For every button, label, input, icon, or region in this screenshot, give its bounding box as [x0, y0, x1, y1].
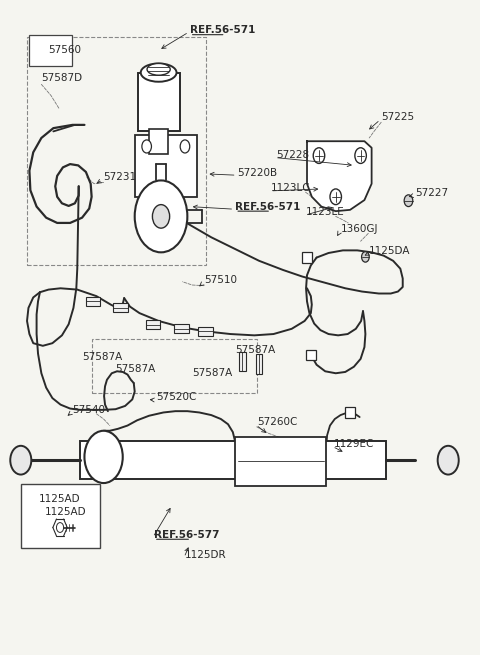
- Text: 1129EC: 1129EC: [333, 439, 374, 449]
- Circle shape: [330, 189, 341, 204]
- Text: 57228: 57228: [276, 150, 309, 160]
- Bar: [345, 407, 355, 418]
- Text: 57540: 57540: [72, 405, 106, 415]
- Bar: [239, 352, 246, 371]
- Bar: [80, 441, 386, 479]
- Text: 1125DR: 1125DR: [185, 550, 227, 560]
- Circle shape: [180, 140, 190, 153]
- Circle shape: [313, 148, 324, 164]
- Text: 1123LE: 1123LE: [306, 208, 345, 217]
- Bar: [235, 437, 326, 485]
- Circle shape: [361, 252, 369, 262]
- Bar: [174, 324, 189, 333]
- Bar: [86, 297, 100, 306]
- Text: 57587D: 57587D: [41, 73, 83, 83]
- Bar: [149, 130, 168, 155]
- Text: 57231: 57231: [104, 172, 137, 182]
- Text: 57510: 57510: [204, 276, 237, 286]
- Text: 1360GJ: 1360GJ: [340, 225, 378, 234]
- Bar: [29, 35, 72, 66]
- Text: REF.56-571: REF.56-571: [235, 202, 293, 212]
- Bar: [256, 354, 263, 374]
- Text: 57587A: 57587A: [192, 368, 232, 378]
- Ellipse shape: [88, 438, 119, 476]
- Circle shape: [153, 204, 169, 228]
- Text: 1125DA: 1125DA: [369, 246, 411, 256]
- Ellipse shape: [147, 64, 170, 75]
- Bar: [27, 37, 206, 265]
- Text: 57225: 57225: [381, 112, 414, 122]
- Text: REF.56-577: REF.56-577: [154, 530, 219, 540]
- Bar: [198, 327, 213, 336]
- Polygon shape: [307, 141, 372, 211]
- Text: 57227: 57227: [415, 188, 448, 198]
- Text: REF.56-571: REF.56-571: [190, 25, 255, 35]
- Circle shape: [438, 446, 459, 475]
- Ellipse shape: [141, 64, 177, 82]
- Bar: [146, 320, 160, 329]
- Text: 1125AD: 1125AD: [39, 495, 81, 504]
- Bar: [138, 73, 180, 132]
- Text: REF.56-571: REF.56-571: [235, 202, 300, 212]
- Text: 57587A: 57587A: [82, 352, 122, 362]
- Text: 57587A: 57587A: [116, 364, 156, 373]
- Circle shape: [57, 523, 64, 533]
- Text: 57220B: 57220B: [238, 168, 278, 178]
- Bar: [306, 350, 316, 360]
- Circle shape: [404, 195, 413, 206]
- Text: 1123LC: 1123LC: [271, 183, 311, 193]
- Circle shape: [355, 148, 366, 164]
- Circle shape: [142, 140, 152, 153]
- Circle shape: [10, 446, 31, 475]
- Text: 1125AD: 1125AD: [45, 507, 86, 517]
- Bar: [302, 252, 312, 263]
- Bar: [113, 303, 128, 312]
- Text: 57560: 57560: [48, 45, 82, 56]
- Text: REF.56-577: REF.56-577: [154, 530, 212, 540]
- Text: REF.56-571: REF.56-571: [190, 25, 248, 35]
- Circle shape: [135, 180, 187, 252]
- Bar: [21, 484, 100, 548]
- Text: 57520C: 57520C: [156, 392, 197, 402]
- Bar: [135, 135, 197, 196]
- Text: 57587A: 57587A: [235, 345, 276, 355]
- Bar: [92, 339, 257, 393]
- Circle shape: [84, 431, 123, 483]
- Text: 57260C: 57260C: [257, 417, 297, 427]
